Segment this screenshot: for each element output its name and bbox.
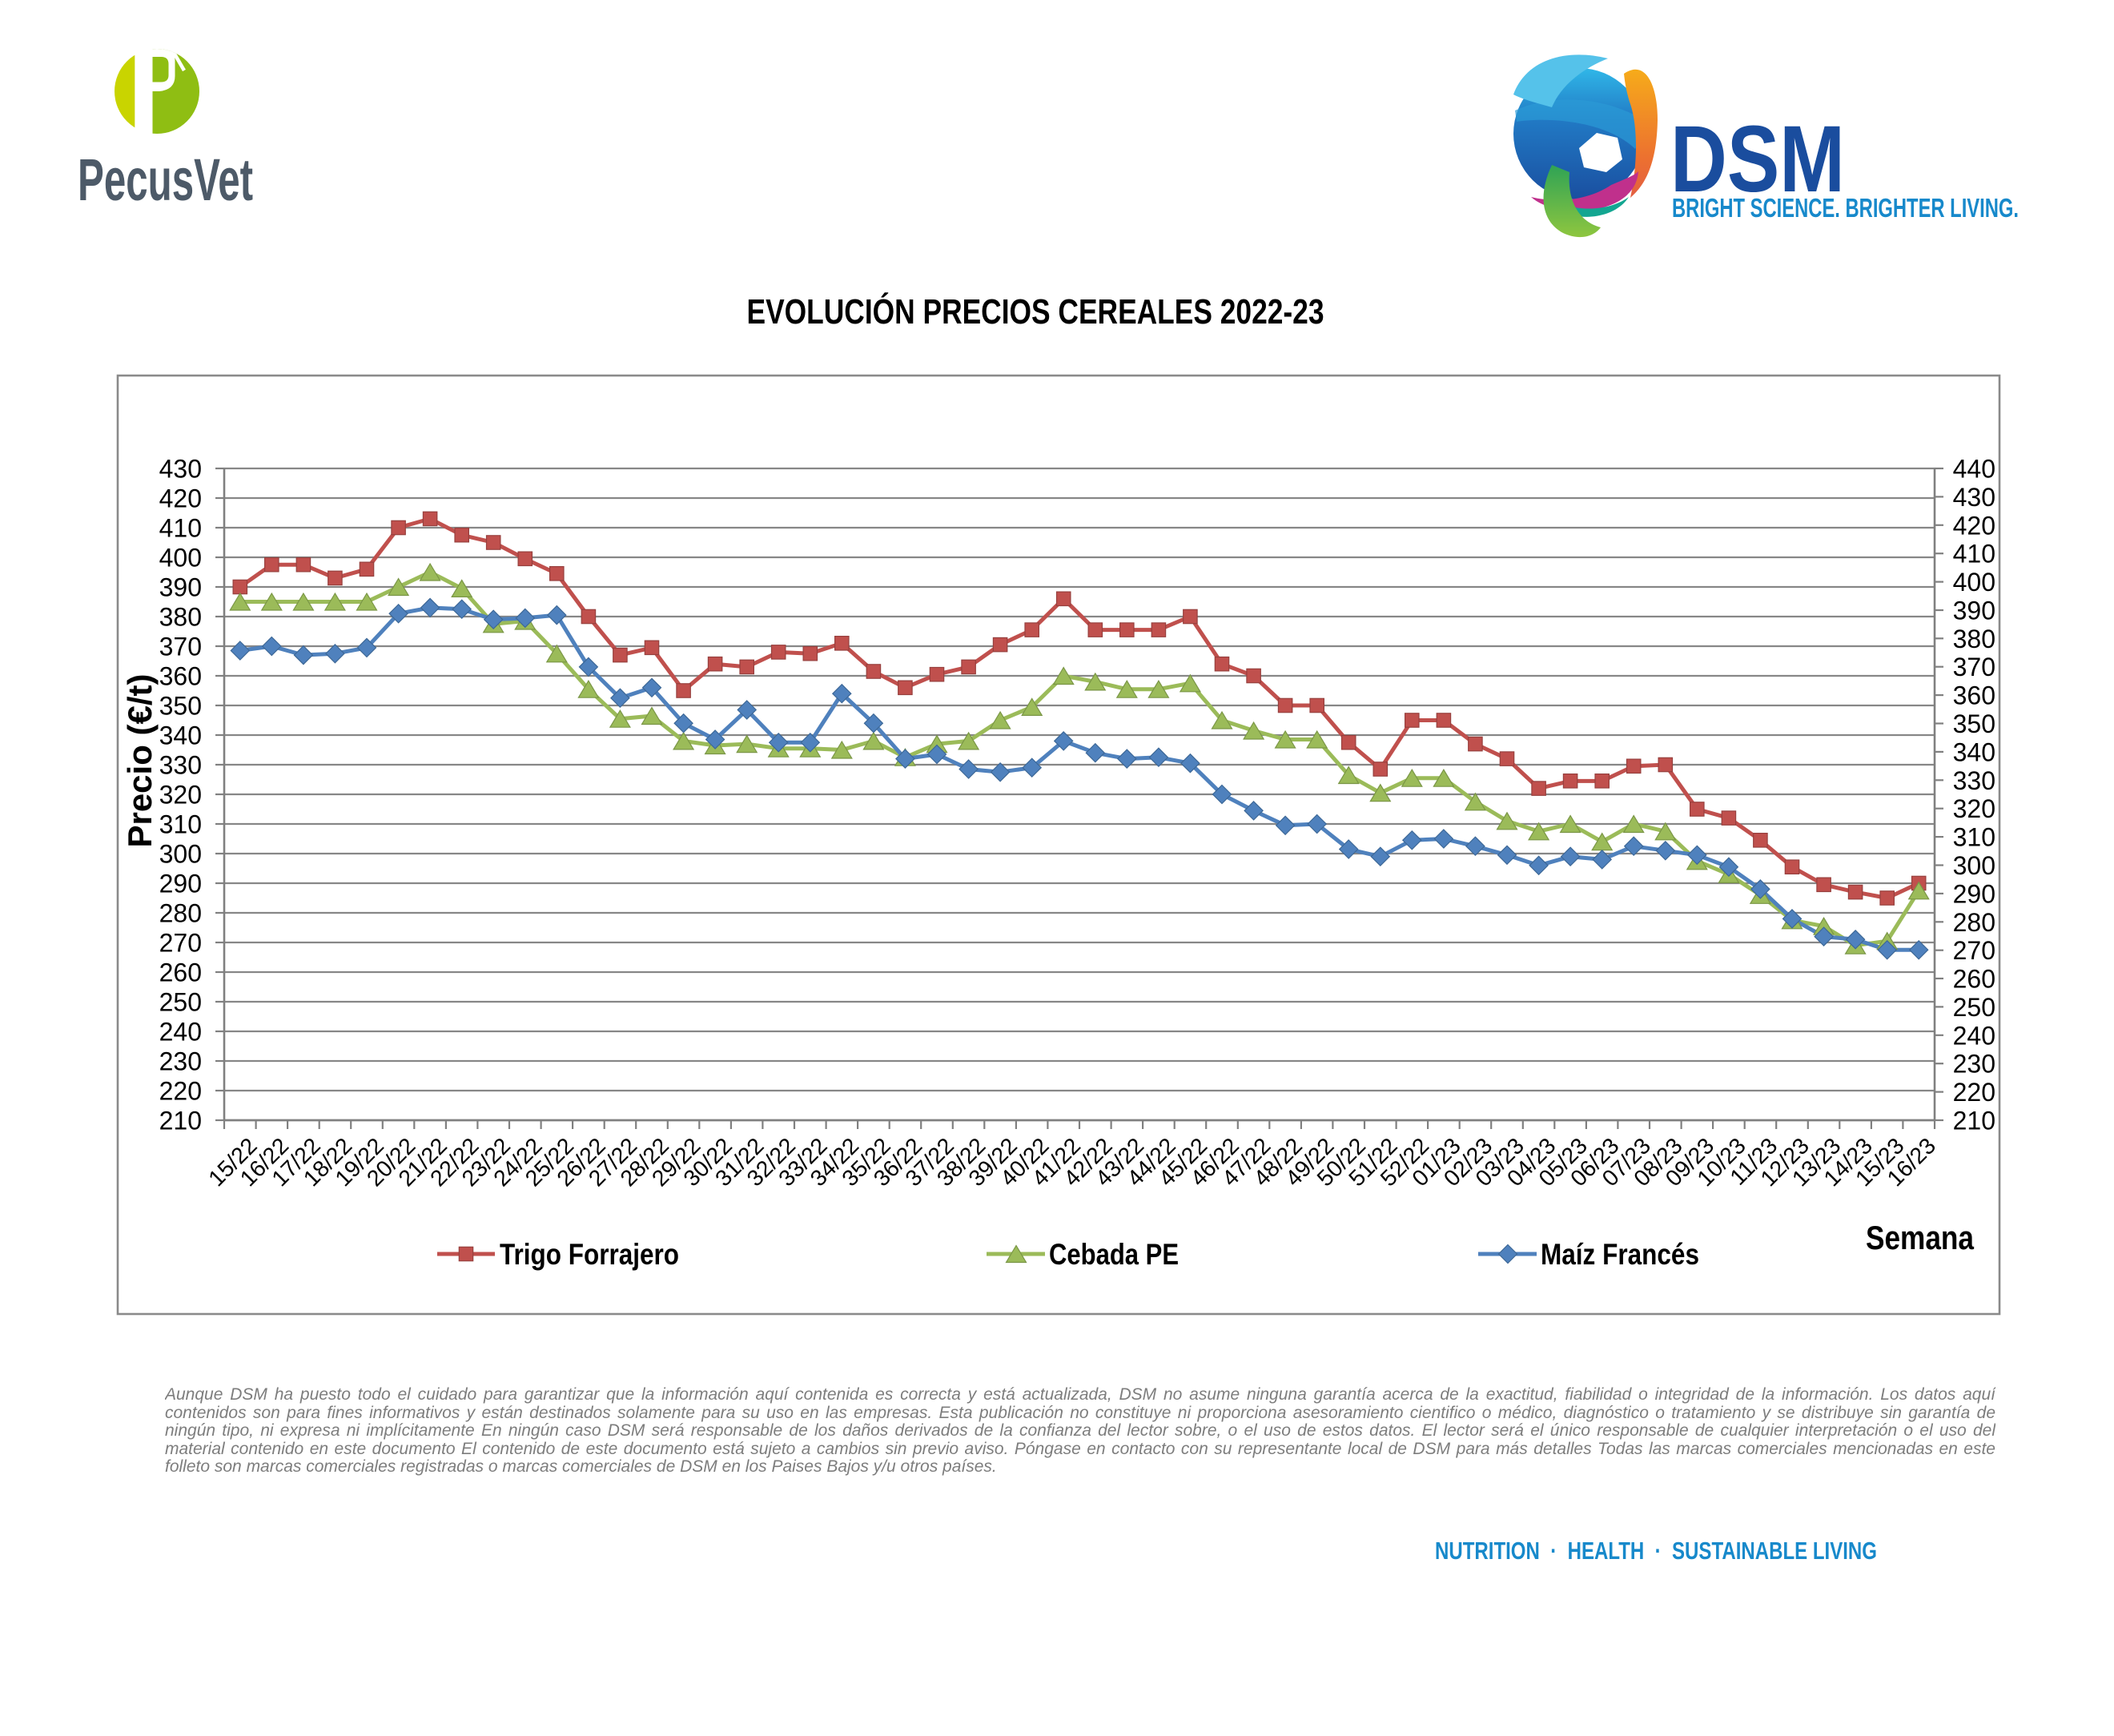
svg-text:NUTRITION · HEALTH · SUSTA: NUTRITION · HEALTH · SUSTAINABLE LIVING	[1435, 1537, 1877, 1565]
svg-text:360: 360	[159, 662, 202, 691]
svg-text:350: 350	[159, 692, 202, 721]
svg-text:390: 390	[159, 573, 202, 602]
svg-text:390: 390	[1953, 597, 1995, 625]
svg-text:240: 240	[159, 1018, 202, 1047]
svg-text:420: 420	[159, 484, 202, 513]
svg-text:220: 220	[1953, 1078, 1995, 1107]
svg-text:400: 400	[159, 544, 202, 573]
svg-text:240: 240	[1953, 1021, 1995, 1050]
svg-text:250: 250	[1953, 993, 1995, 1022]
svg-text:Maíz Francés: Maíz Francés	[1541, 1238, 1699, 1271]
svg-text:Precio (€/t): Precio (€/t)	[121, 673, 159, 847]
svg-text:430: 430	[159, 455, 202, 484]
svg-text:320: 320	[1953, 794, 1995, 823]
svg-text:320: 320	[159, 781, 202, 810]
svg-text:420: 420	[1953, 511, 1995, 540]
svg-text:Cebada PE: Cebada PE	[1049, 1238, 1179, 1271]
svg-text:BRIGHT SCIENCE. BRIGHTER LIVIN: BRIGHT SCIENCE. BRIGHTER LIVING.	[1672, 193, 2019, 223]
svg-text:310: 310	[1953, 823, 1995, 852]
svg-text:310: 310	[159, 810, 202, 839]
svg-text:300: 300	[159, 840, 202, 869]
svg-text:400: 400	[1953, 568, 1995, 597]
svg-text:250: 250	[159, 988, 202, 1017]
svg-text:PecusVet: PecusVet	[78, 147, 253, 213]
svg-text:410: 410	[159, 514, 202, 543]
svg-text:230: 230	[159, 1047, 202, 1076]
svg-text:210: 210	[159, 1107, 202, 1135]
svg-text:290: 290	[159, 870, 202, 898]
svg-text:Trigo Forrajero: Trigo Forrajero	[500, 1238, 679, 1271]
svg-text:260: 260	[159, 958, 202, 987]
svg-text:280: 280	[1953, 908, 1995, 937]
svg-text:330: 330	[159, 751, 202, 780]
svg-text:EVOLUCIÓN PRECIOS CEREALES 202: EVOLUCIÓN PRECIOS CEREALES 2022-23	[747, 291, 1324, 332]
svg-text:380: 380	[1953, 625, 1995, 653]
svg-text:440: 440	[1953, 455, 1995, 484]
svg-text:280: 280	[159, 899, 202, 928]
svg-text:410: 410	[1953, 540, 1995, 569]
svg-text:430: 430	[1953, 483, 1995, 512]
svg-text:270: 270	[1953, 936, 1995, 965]
svg-text:270: 270	[159, 929, 202, 958]
svg-text:220: 220	[159, 1077, 202, 1106]
svg-text:370: 370	[159, 633, 202, 661]
svg-text:380: 380	[159, 603, 202, 632]
svg-text:290: 290	[1953, 879, 1995, 908]
svg-text:230: 230	[1953, 1050, 1995, 1079]
svg-text:DSM: DSM	[1670, 106, 1845, 212]
svg-text:Semana: Semana	[1866, 1219, 1975, 1256]
svg-text:350: 350	[1953, 709, 1995, 738]
svg-text:340: 340	[1953, 737, 1995, 766]
svg-text:330: 330	[1953, 766, 1995, 795]
svg-text:300: 300	[1953, 851, 1995, 880]
svg-text:210: 210	[1953, 1107, 1995, 1135]
svg-text:340: 340	[159, 721, 202, 750]
svg-text:370: 370	[1953, 653, 1995, 681]
svg-text:360: 360	[1953, 681, 1995, 710]
svg-text:260: 260	[1953, 965, 1995, 994]
